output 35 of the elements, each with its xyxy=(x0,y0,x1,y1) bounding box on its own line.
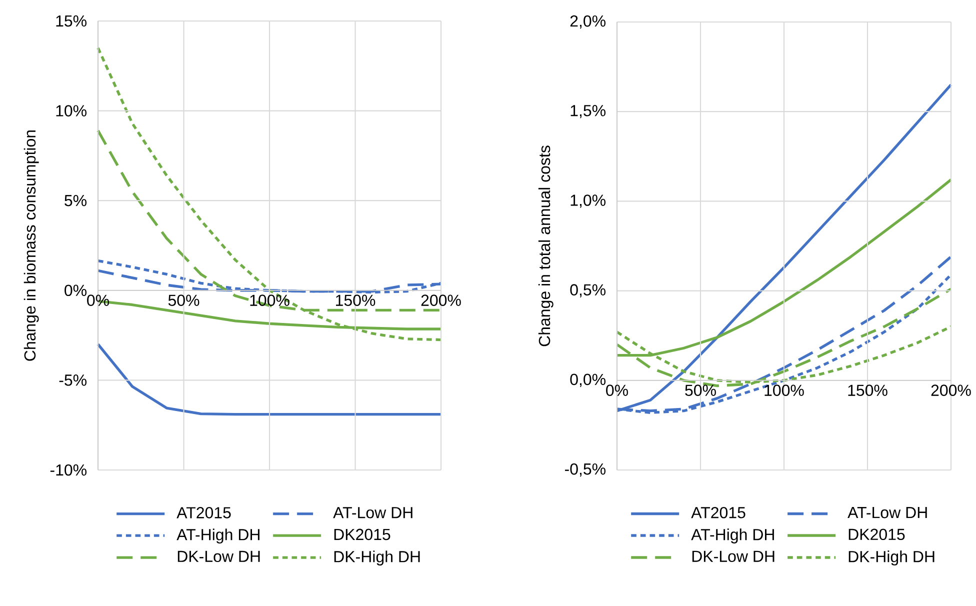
legend-label: DK-Low DH xyxy=(692,550,774,562)
x-tick-label: 50% xyxy=(685,384,716,396)
y-tick-label: 2,0% xyxy=(570,15,606,29)
y-tick-label: -5% xyxy=(59,374,86,386)
legend-label: DK2015 xyxy=(848,528,905,540)
legend-label: AT2015 xyxy=(176,507,231,518)
x-tick-label: 150% xyxy=(336,294,376,306)
x-tick-label: 200% xyxy=(931,384,971,396)
y-tick-label: 0,5% xyxy=(570,284,606,298)
y-tick-label: 0% xyxy=(64,284,86,296)
y-axis-title: Change in biomass consumption xyxy=(24,130,39,361)
y-tick-label: 5% xyxy=(64,194,86,206)
legend-label: DK-Low DH xyxy=(178,550,260,562)
x-tick-label: 100% xyxy=(764,384,804,396)
x-tick-label: 150% xyxy=(848,384,888,396)
y-tick-label: 15% xyxy=(56,15,86,27)
y-tick-label: 1,5% xyxy=(570,105,606,118)
y-tick-label: -0,5% xyxy=(564,463,606,477)
legend-label: AT-Low DH xyxy=(333,507,412,518)
legend-label: DK-High DH xyxy=(334,550,420,566)
y-tick-label: 0,0% xyxy=(570,374,606,387)
legend-label: AT-Low DH xyxy=(848,507,927,518)
x-tick-label: 50% xyxy=(168,294,200,306)
legend-label: AT-High DH xyxy=(691,528,774,544)
legend-label: DK-High DH xyxy=(848,550,934,566)
y-tick-label: 10% xyxy=(56,105,86,116)
y-tick-label: -10% xyxy=(50,464,86,476)
legend-label: AT-High DH xyxy=(176,528,260,544)
legend-label: DK2015 xyxy=(334,528,390,540)
legend-label: AT2015 xyxy=(691,506,746,518)
y-axis-title: Change in total annual costs xyxy=(538,146,554,346)
y-tick-label: 1,0% xyxy=(570,194,606,208)
x-tick-label: 200% xyxy=(421,294,461,306)
x-tick-label: 0% xyxy=(87,294,109,306)
x-tick-label: 0% xyxy=(606,384,628,396)
